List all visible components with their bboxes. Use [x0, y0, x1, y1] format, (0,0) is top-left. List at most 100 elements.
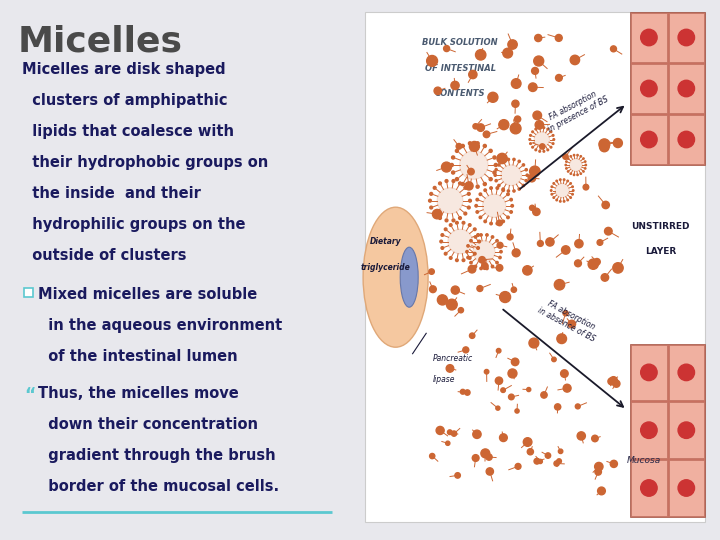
Circle shape [496, 348, 501, 353]
Circle shape [468, 265, 476, 273]
Text: Pancreatic: Pancreatic [433, 354, 473, 363]
Text: clusters of amphipathic: clusters of amphipathic [22, 93, 228, 108]
Circle shape [482, 194, 506, 218]
Circle shape [489, 178, 492, 181]
Circle shape [513, 158, 515, 160]
Circle shape [464, 186, 467, 189]
Circle shape [533, 208, 540, 215]
Circle shape [534, 458, 540, 464]
Circle shape [478, 240, 480, 243]
Circle shape [678, 422, 695, 438]
Circle shape [602, 201, 609, 208]
Circle shape [462, 259, 465, 261]
Circle shape [474, 228, 476, 231]
Circle shape [527, 449, 534, 455]
Circle shape [430, 206, 433, 209]
Circle shape [460, 389, 465, 394]
Circle shape [464, 390, 470, 395]
Circle shape [480, 267, 482, 269]
Circle shape [477, 247, 480, 249]
Circle shape [512, 249, 520, 257]
Circle shape [481, 449, 490, 458]
Circle shape [486, 234, 488, 236]
Circle shape [451, 156, 454, 159]
Circle shape [597, 240, 603, 245]
Circle shape [552, 134, 554, 136]
Circle shape [510, 123, 521, 134]
Circle shape [545, 453, 551, 458]
Circle shape [552, 143, 554, 144]
Circle shape [441, 234, 444, 237]
Circle shape [610, 376, 618, 384]
Circle shape [446, 364, 454, 372]
Circle shape [583, 184, 589, 190]
Circle shape [469, 333, 475, 339]
Circle shape [510, 211, 513, 213]
FancyBboxPatch shape [631, 13, 667, 62]
Circle shape [496, 265, 503, 271]
Circle shape [469, 142, 472, 145]
Circle shape [570, 156, 572, 157]
Circle shape [495, 377, 503, 384]
Circle shape [546, 238, 554, 246]
Circle shape [563, 310, 568, 316]
Circle shape [535, 120, 544, 129]
Bar [24, 288, 33, 297]
Circle shape [456, 221, 458, 224]
Circle shape [469, 261, 472, 264]
FancyBboxPatch shape [365, 12, 705, 522]
Circle shape [507, 193, 509, 195]
Circle shape [456, 178, 459, 181]
Circle shape [441, 162, 451, 172]
Circle shape [496, 187, 498, 190]
Text: outside of clusters: outside of clusters [22, 248, 186, 263]
Circle shape [479, 193, 482, 195]
Circle shape [553, 183, 554, 184]
Circle shape [483, 183, 486, 186]
Circle shape [482, 263, 488, 269]
Circle shape [444, 252, 447, 255]
FancyBboxPatch shape [669, 345, 704, 400]
Circle shape [566, 161, 567, 163]
Circle shape [449, 256, 452, 259]
Circle shape [532, 146, 534, 148]
Circle shape [552, 357, 556, 362]
Circle shape [508, 190, 510, 192]
Circle shape [503, 48, 513, 58]
Circle shape [490, 187, 492, 190]
Circle shape [430, 454, 435, 458]
Circle shape [476, 185, 480, 188]
Circle shape [555, 184, 570, 198]
Circle shape [582, 171, 584, 172]
Circle shape [588, 259, 598, 269]
FancyBboxPatch shape [630, 343, 705, 517]
Circle shape [469, 224, 471, 226]
Circle shape [445, 219, 448, 222]
Circle shape [585, 161, 586, 163]
Circle shape [508, 394, 514, 400]
Circle shape [462, 221, 465, 224]
Circle shape [486, 267, 488, 269]
Circle shape [540, 144, 545, 149]
Circle shape [430, 286, 436, 293]
Circle shape [539, 127, 541, 129]
Circle shape [451, 171, 454, 174]
Circle shape [551, 193, 553, 195]
Circle shape [494, 174, 496, 177]
Circle shape [512, 100, 519, 107]
Circle shape [464, 212, 467, 215]
Ellipse shape [400, 247, 418, 307]
Circle shape [563, 200, 565, 202]
Circle shape [539, 151, 541, 152]
Circle shape [572, 190, 574, 191]
Text: lipase: lipase [433, 375, 456, 384]
Circle shape [570, 197, 572, 198]
Circle shape [501, 388, 505, 393]
Circle shape [467, 245, 469, 247]
FancyBboxPatch shape [669, 64, 704, 113]
Circle shape [566, 168, 567, 169]
Circle shape [678, 80, 695, 97]
Circle shape [433, 186, 436, 189]
Circle shape [448, 229, 472, 254]
Circle shape [572, 186, 573, 187]
